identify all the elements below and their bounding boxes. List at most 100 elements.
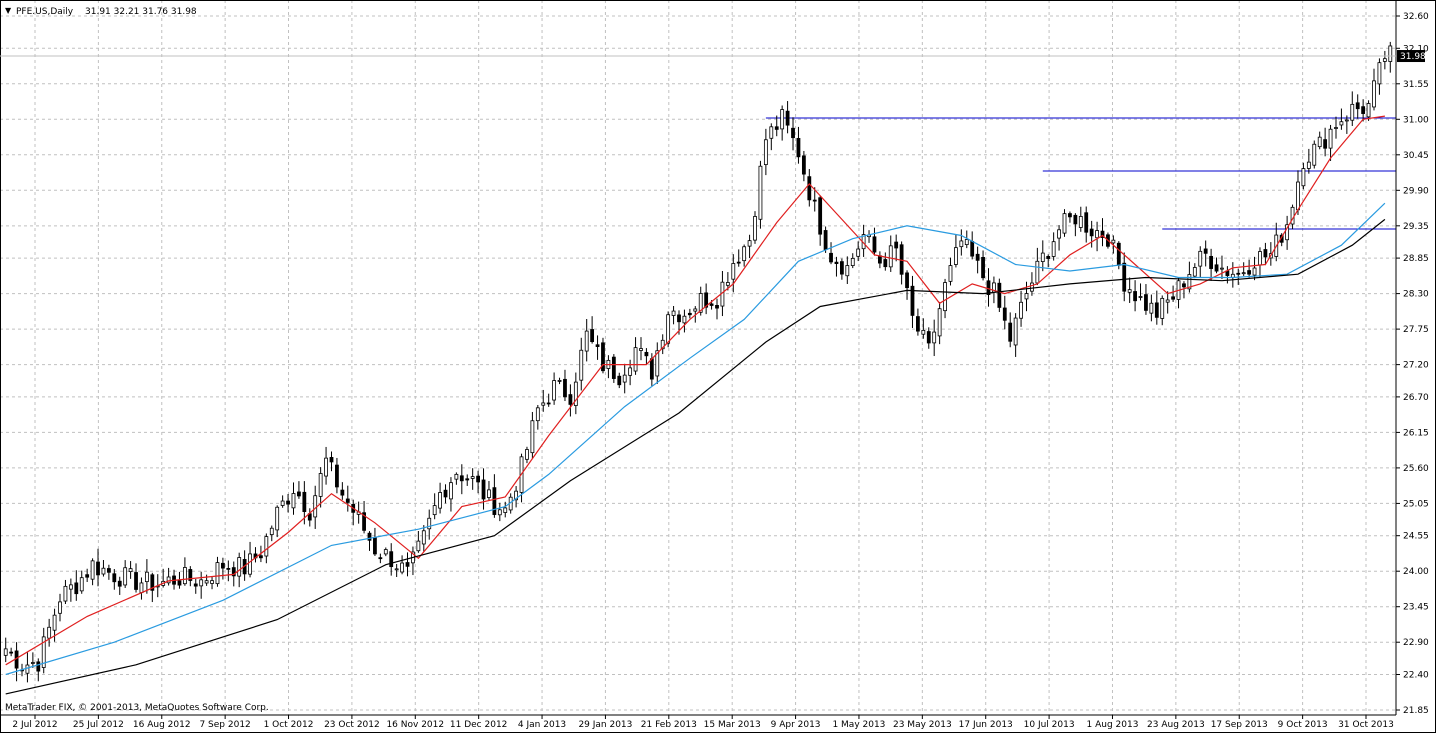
dropdown-triangle-icon[interactable]: ▼	[5, 6, 12, 15]
ma-line-ma_slow	[5, 218, 1386, 695]
candle-body	[1002, 307, 1007, 321]
candle-body	[1046, 255, 1051, 259]
candle-body	[30, 662, 35, 664]
x-tick-label: 4 Jan 2013	[518, 720, 566, 730]
x-tick-label: 23 Oct 2012	[324, 720, 380, 730]
candle-body	[1258, 251, 1262, 266]
candle-body	[210, 580, 214, 584]
candle-body	[367, 532, 372, 541]
candle-body	[563, 378, 567, 398]
candle-body	[568, 394, 573, 405]
candle-body	[791, 127, 795, 139]
candle-body	[400, 562, 404, 573]
candle-body	[1192, 267, 1197, 277]
candle-body	[85, 574, 90, 578]
candle-body	[1328, 128, 1333, 149]
candle-body	[769, 126, 774, 139]
grid-lines	[0, 0, 1396, 715]
candle-body	[1350, 103, 1355, 121]
candle-body	[834, 261, 839, 264]
candle-body	[269, 527, 274, 536]
candle-body	[1285, 224, 1290, 241]
candle-body	[74, 582, 79, 595]
candle-body	[1301, 168, 1306, 187]
candle-body	[96, 561, 100, 576]
x-tick-label: 31 Oct 2013	[1338, 720, 1394, 730]
candle-body	[1089, 228, 1094, 237]
candle-body	[302, 491, 307, 512]
candle-body	[286, 500, 290, 505]
x-tick-label: 23 Aug 2013	[1147, 720, 1205, 730]
candle-body	[1144, 294, 1148, 311]
candle-body	[693, 308, 698, 312]
candle-body	[1062, 213, 1067, 234]
candle-body	[1068, 213, 1072, 218]
candle-body	[25, 664, 30, 674]
y-tick-label: 29.35	[1403, 222, 1429, 232]
candle-body	[1154, 302, 1159, 318]
y-tick-label: 25.05	[1403, 499, 1429, 509]
candle-body	[758, 165, 763, 220]
candle-body	[595, 344, 600, 347]
candle-body	[1030, 282, 1034, 292]
candle-body	[1263, 249, 1268, 258]
candle-body	[530, 420, 535, 454]
candle-body	[747, 240, 752, 247]
candle-body	[666, 314, 671, 344]
candle-body	[801, 155, 806, 175]
candle-body	[1133, 291, 1137, 302]
x-tick-label: 29 Jan 2013	[578, 720, 632, 730]
candle-body	[807, 176, 812, 201]
candle-body	[709, 303, 714, 306]
candle-body	[9, 651, 14, 654]
candle-body	[1198, 250, 1203, 267]
x-tick-label: 21 Feb 2013	[641, 720, 697, 730]
x-tick-label: 25 Jul 2012	[73, 720, 124, 730]
candle-body	[394, 568, 399, 571]
candle-body	[1236, 272, 1241, 275]
candle-body	[1160, 297, 1165, 319]
candle-body	[1013, 317, 1018, 346]
candle-body	[383, 549, 388, 555]
x-tick-label: 10 Jul 2013	[1024, 720, 1075, 730]
candle-body	[1116, 242, 1121, 266]
candle-body	[1339, 121, 1344, 126]
candle-body	[139, 582, 144, 594]
candle-body	[193, 583, 198, 587]
candle-body	[839, 261, 844, 275]
candle-body	[144, 571, 149, 583]
candle-body	[291, 493, 296, 509]
candle-body	[888, 245, 893, 268]
candle-body	[280, 500, 285, 506]
candle-body	[546, 402, 551, 405]
candle-body	[389, 551, 394, 568]
y-tick-label: 21.85	[1403, 706, 1429, 716]
x-tick-label: 16 Aug 2012	[133, 720, 191, 730]
y-tick-label: 26.15	[1403, 428, 1429, 438]
candle-body	[557, 380, 562, 382]
candle-body	[204, 580, 209, 584]
ohlc-values: 31.91 32.21 31.76 31.98	[85, 7, 197, 17]
y-tick-label: 25.60	[1403, 464, 1429, 474]
candle-body	[421, 530, 426, 545]
x-tick-label: 23 May 2013	[893, 720, 952, 730]
candle-body	[492, 487, 497, 515]
candle-body	[964, 239, 969, 245]
symbol-label: PFE.US,Daily	[16, 7, 74, 17]
candle-body	[1312, 143, 1317, 166]
candle-body	[850, 257, 855, 267]
candle-body	[79, 577, 84, 592]
support-resistance-lines[interactable]	[765, 117, 1396, 230]
candle-body	[1084, 212, 1089, 233]
candle-body	[579, 349, 584, 381]
candle-body	[150, 574, 155, 591]
chart-header: ▼ PFE.US,Daily 31.91 32.21 31.76 31.98	[5, 6, 197, 17]
candle-body	[1203, 248, 1208, 254]
candle-body	[829, 252, 833, 263]
x-tick-label: 7 Sep 2012	[199, 720, 250, 730]
y-tick-label: 26.70	[1403, 393, 1429, 403]
candle-body	[1361, 106, 1366, 114]
candle-body	[226, 568, 231, 570]
